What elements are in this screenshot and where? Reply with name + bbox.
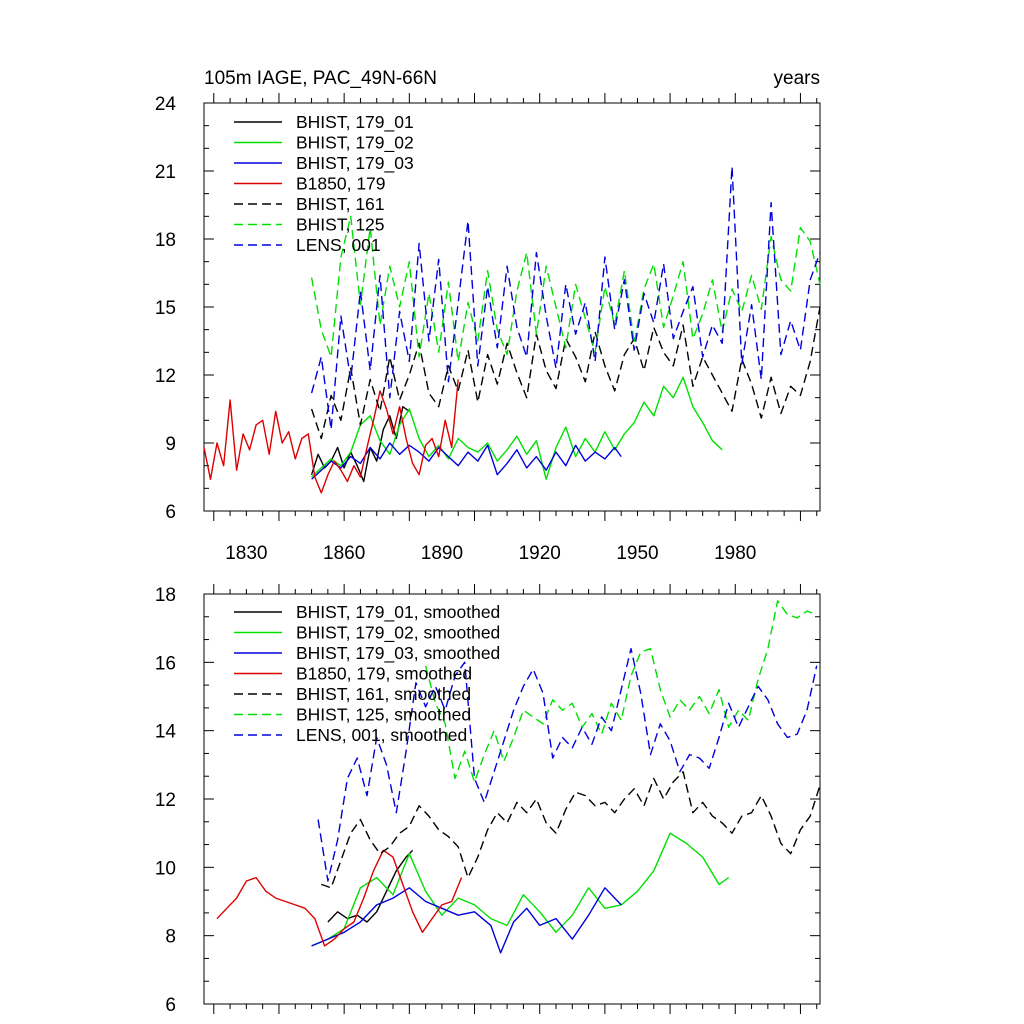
series-line-1 <box>310 406 410 483</box>
y-tick-label: 15 <box>155 298 176 319</box>
legend-entry: BHIST, 179_03, smoothed <box>296 643 500 664</box>
legend-entry: BHIST, 179_03 <box>296 153 414 174</box>
series-line-6 <box>310 215 821 363</box>
chart-title: 105m IAGE, PAC_49N-66N <box>204 68 437 89</box>
legend-entry: BHIST, 125 <box>296 215 385 235</box>
units-label: years <box>774 68 820 89</box>
y-tick-label: 6 <box>165 995 176 1016</box>
legend-entry: B1850, 179, smoothed <box>296 664 472 684</box>
legend-entry: B1850, 179 <box>296 174 386 194</box>
y-tick-label: 24 <box>155 94 177 115</box>
legend-entry: LENS, 001, smoothed <box>296 725 467 745</box>
x-tick-label: 1950 <box>616 543 658 564</box>
y-tick-label: 6 <box>165 502 176 523</box>
y-tick-label: 12 <box>155 790 176 811</box>
y-tick-label: 14 <box>155 722 177 743</box>
x-tick-label: 1920 <box>519 543 561 564</box>
legend-entry: BHIST, 125, smoothed <box>296 705 471 725</box>
x-tick-label: 1890 <box>421 543 463 564</box>
series-line-5 <box>321 771 821 889</box>
legend-entry: BHIST, 179_02 <box>296 133 414 154</box>
y-tick-label: 9 <box>165 434 176 455</box>
series-line-4 <box>203 379 459 494</box>
series-line-2 <box>311 832 730 947</box>
y-tick-label: 12 <box>155 366 176 387</box>
y-tick-label: 18 <box>155 230 176 251</box>
x-tick-label: 1830 <box>225 543 267 564</box>
y-tick-label: 8 <box>165 927 176 948</box>
series-line-7 <box>310 165 821 431</box>
legend-entry: BHIST, 161 <box>296 194 385 214</box>
top-panel: 6 9 12 15 18 21 24 1830 1860 1890 1920 1950 1980 105m… <box>155 68 821 564</box>
y-tick-label: 21 <box>155 162 176 183</box>
series-line-3 <box>311 887 622 954</box>
series-line-3 <box>311 442 622 480</box>
series-line-7 <box>317 648 818 882</box>
y-tick-label: 16 <box>155 653 176 674</box>
legend-entry: BHIST, 179_02, smoothed <box>296 623 500 644</box>
legend-entry: LENS, 001 <box>296 235 381 255</box>
x-tick-label: 1980 <box>714 543 756 564</box>
series-line-2 <box>311 376 723 480</box>
y-tick-label: 18 <box>155 585 176 606</box>
y-tick-label: 10 <box>155 858 176 879</box>
legend-entry: BHIST, 179_01, smoothed <box>296 602 500 623</box>
legend-entry: BHIST, 179_01 <box>296 112 414 133</box>
series-line-6 <box>424 600 817 783</box>
series-line-1 <box>327 849 414 923</box>
series-line-5 <box>310 306 821 440</box>
legend-entry: BHIST, 161, smoothed <box>296 684 471 704</box>
x-tick-label: 1860 <box>323 543 365 564</box>
series-line-4 <box>216 849 463 947</box>
